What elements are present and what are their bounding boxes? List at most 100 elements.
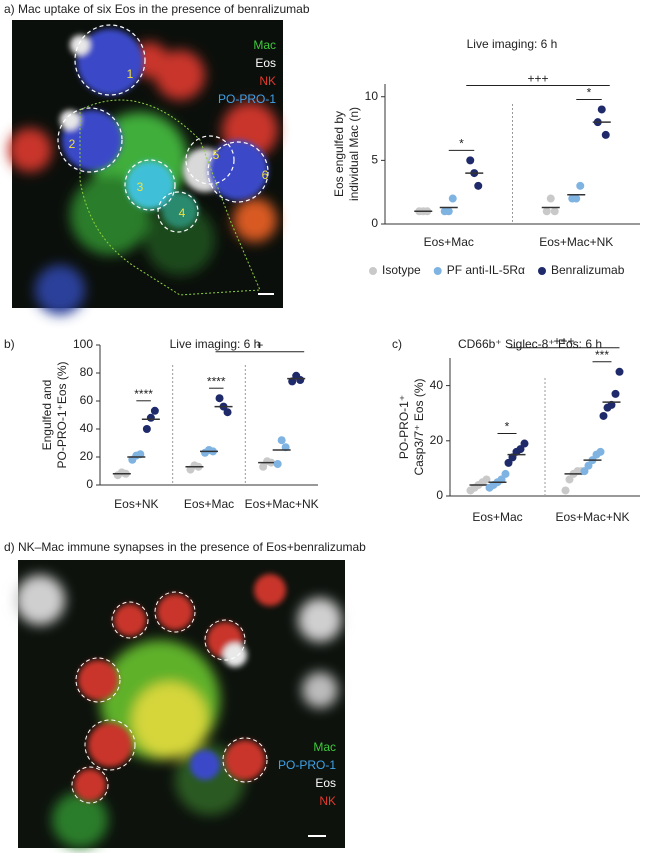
data-point (596, 447, 605, 456)
significance-label: +++ (527, 72, 548, 86)
data-point (444, 207, 453, 216)
data-point (146, 413, 155, 422)
data-point (474, 181, 483, 190)
image-legend-label: Eos (315, 776, 336, 790)
y-axis-label: individual Mac (n) (347, 107, 361, 201)
cell-label: 3 (137, 180, 144, 194)
data-point (466, 156, 475, 165)
image-legend-label: Eos (255, 56, 276, 70)
micrograph-d (15, 560, 345, 848)
image-legend-label: Mac (253, 38, 276, 52)
panel-title: a) Mac uptake of six Eos in the presence… (4, 2, 310, 16)
data-point (607, 400, 616, 409)
y-tick-label: 40 (80, 421, 94, 435)
y-tick-label: 20 (430, 433, 444, 447)
data-point (572, 194, 581, 203)
data-point (611, 389, 620, 398)
cell-labels: 1 2 3 4 5 6 (69, 67, 269, 220)
legend-marker (433, 267, 442, 275)
y-axis-label: PO-PRO-1⁺Eos (%) (55, 361, 69, 468)
data-point (542, 207, 551, 216)
cell-label: 2 (69, 137, 76, 151)
data-point (281, 443, 290, 452)
y-axis-label: Eos engulfed by (332, 111, 346, 197)
y-tick-label: 5 (371, 153, 378, 167)
data-point (615, 367, 624, 376)
data-point (215, 394, 224, 403)
y-tick-label: 10 (365, 89, 379, 103)
y-tick-label: 20 (80, 449, 94, 463)
panel-label: b) (4, 337, 15, 351)
data-point (599, 411, 608, 420)
chart: Live imaging: 6 h Eos engulfed by individu… (332, 37, 640, 277)
significance-label: **** (207, 374, 226, 388)
data-point (584, 461, 593, 470)
data-point (520, 439, 529, 448)
chart-title: CD66b⁺ Siglec-8⁺ Eos: 6 h (458, 337, 602, 351)
significance-label: +++ (553, 334, 574, 348)
data-point (580, 467, 589, 476)
y-tick-label: 80 (80, 365, 94, 379)
x-tick-label: Eos+Mac (472, 510, 522, 524)
y-tick-label: 40 (430, 378, 444, 392)
x-tick-label: Eos+Mac+NK (555, 510, 629, 524)
cell-label: 1 (127, 67, 134, 81)
data-point (288, 377, 297, 386)
data-point (448, 194, 457, 203)
legend-label: Isotype (382, 263, 421, 277)
data-point (516, 445, 525, 454)
image-legend: Mac Eos NK PO-PRO-1 (218, 38, 276, 106)
data-point (597, 105, 606, 114)
image-legend: Mac PO-PRO-1 Eos NK (278, 740, 336, 808)
y-tick-label: 0 (86, 477, 93, 491)
data-point (223, 408, 232, 417)
legend-marker (369, 267, 377, 275)
y-tick-label: 100 (73, 337, 93, 351)
data-point (277, 436, 286, 445)
data-point (273, 460, 282, 468)
panel-label: c) (392, 337, 402, 351)
data-point (508, 453, 517, 462)
image-legend-label: PO-PRO-1 (278, 758, 336, 772)
legend-marker (538, 267, 546, 275)
cell-label: 6 (262, 168, 269, 182)
cell-label: 5 (213, 148, 220, 162)
image-legend-label: PO-PRO-1 (218, 92, 276, 106)
chart-title: Live imaging: 6 h (467, 37, 558, 51)
y-axis-label: PO-PRO-1⁺ (397, 395, 411, 459)
data-point (136, 450, 145, 459)
cell-label: 4 (179, 206, 186, 220)
data-point (565, 475, 574, 484)
data-point (546, 194, 555, 203)
data-point (561, 486, 570, 495)
data-point (576, 181, 585, 190)
data-point (259, 462, 268, 471)
chart: CD66b⁺ Siglec-8⁺ Eos: 6 h PO-PRO-1⁺ Casp3/… (397, 334, 640, 524)
data-point (497, 475, 506, 484)
significance-label: * (587, 86, 592, 100)
significance-label: * (459, 137, 464, 151)
legend-label: Benralizumab (551, 263, 625, 277)
data-point (504, 458, 513, 467)
significance-label: *** (595, 348, 609, 362)
data-point (142, 425, 151, 433)
y-axis-label: Engulfed and (40, 380, 54, 451)
legend-label: PF anti-IL-5Rα (447, 263, 525, 277)
significance-label: **** (134, 387, 153, 401)
x-tick-label: Eos+Mac (184, 497, 234, 511)
data-point (550, 207, 559, 216)
data-point (296, 376, 305, 384)
y-tick-label: 0 (436, 488, 443, 502)
chart: Live imaging: 6 h Engulfed and PO-PRO-1⁺Eo… (40, 337, 319, 511)
micrograph-a (8, 20, 283, 315)
y-axis-label: Casp3/7⁺ Eos (%) (412, 378, 426, 475)
x-tick-label: Eos+Mac (424, 235, 474, 249)
significance-label: * (505, 420, 510, 434)
data-point (482, 475, 491, 484)
significance-label: + (256, 338, 263, 352)
data-point (501, 469, 510, 478)
x-tick-label: Eos+NK (114, 497, 158, 511)
data-point (601, 130, 610, 139)
